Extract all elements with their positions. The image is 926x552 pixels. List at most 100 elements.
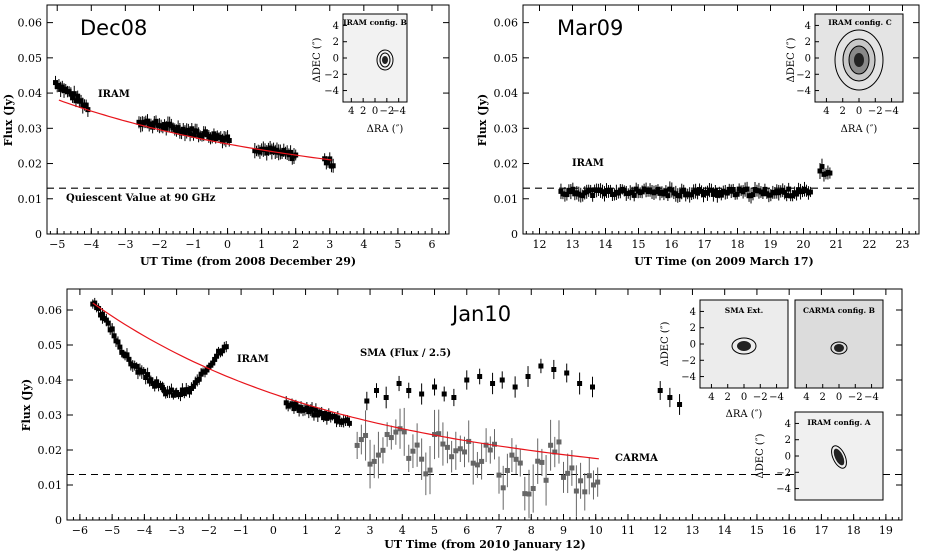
jan10-iram-point (150, 381, 156, 387)
x-tick-label: 10 (589, 524, 603, 537)
dec08-axis-ticks: −5 −4 −3 −2 −1 0 1 2 3 4 5 6 0 0.01 0.02 0.03 0.04 0.05 0.… (18, 5, 449, 251)
jan10-iram-point (204, 367, 210, 373)
inset-x-tick-label: 0 (741, 392, 747, 403)
inset-y-tick-label: 4 (785, 419, 791, 430)
dec08-iram-point (187, 131, 193, 137)
mar09-inset-contour (834, 29, 884, 91)
mar09-iram-point (621, 188, 627, 194)
mar09-iram-point (629, 189, 635, 195)
mar09-iram-point (699, 188, 705, 194)
jan10-iram-point (334, 418, 340, 424)
jan10-iram-point (187, 389, 193, 395)
dec08-iram-point (213, 136, 219, 142)
jan10-sma-point (406, 388, 412, 393)
jan10-fit-curve (92, 302, 599, 460)
inset-x-tick-label: 2 (820, 392, 826, 403)
jan10-iram-point (181, 390, 187, 396)
dec08-inset-frame (342, 13, 408, 103)
jan10-iram-point (190, 383, 196, 389)
jan10-iram-point (179, 387, 185, 393)
x-tick-label: 16 (782, 524, 796, 537)
jan10-carma-point (552, 449, 558, 455)
jan10-iram-point (117, 344, 123, 350)
dec08-iram-point (56, 83, 62, 89)
inset-y-tick-label: 0 (785, 452, 791, 463)
jan10-iram-point (295, 404, 301, 410)
jan10-sma-point (590, 384, 596, 390)
x-tick-label: 4 (360, 238, 367, 251)
x-tick-label: 0 (270, 524, 277, 537)
dec08-inset-contour (376, 49, 394, 71)
dec08-iram-point (194, 128, 200, 134)
x-tick-label: 4 (399, 524, 406, 537)
jan10-carma-point (444, 444, 450, 450)
y-tick-label: 0.02 (38, 444, 63, 457)
dec08-iram-point (78, 98, 84, 104)
dec08-iram-label: IRAM (98, 89, 130, 100)
jan10-sma-point (464, 377, 470, 383)
y-tick-label: 0.02 (18, 158, 43, 171)
x-tick-label: −4 (83, 238, 99, 251)
jan10-carma-point (474, 462, 480, 468)
jan10-sma-point (512, 384, 518, 390)
dec08-inset-title: IRAM config. B (343, 18, 407, 27)
dec08-iram-point (209, 134, 215, 140)
mar09-iram-point (704, 190, 710, 196)
dec08-iram-point (218, 134, 224, 140)
x-tick-label: −4 (136, 524, 152, 537)
jan10-iram-point (283, 400, 289, 406)
x-tick-label: 18 (847, 524, 861, 537)
mar09-iram-point (724, 190, 730, 196)
x-tick-label: 3 (326, 238, 333, 251)
x-tick-label: 19 (764, 238, 778, 251)
mar09-iram-point (819, 164, 825, 170)
sma-inset-xlabel: ΔRA (″) (726, 409, 763, 420)
dec08-iram-point (325, 160, 331, 166)
jan10-iram-point (304, 405, 310, 411)
jan10-sma-point (383, 395, 389, 400)
inset-x-tick-label: −2 (848, 392, 863, 403)
inset-x-tick-label: 2 (840, 106, 846, 117)
jan10-iram-point (168, 387, 174, 393)
jan10-axis-ticks: −6 −5 −4 −3 −2 −1 0 1 2 3 4 5 6 7 8 9 10 11 12 13 14 15 16 17 18… (38, 289, 902, 537)
jan10-sma-point (441, 391, 447, 397)
jan10-iram-point (126, 356, 132, 362)
dec08-iram-point (330, 163, 336, 169)
dec08-iram-point (83, 103, 89, 109)
jan10-iram-point (109, 326, 115, 332)
iram-a-inset-core (833, 448, 845, 466)
iram-a-inset-contour (831, 445, 847, 469)
jan10-iram-point (145, 372, 151, 378)
jan10-carma-point (590, 482, 596, 488)
dec08-iram-point (288, 149, 294, 155)
inset-y-tick-label: 4 (690, 307, 696, 318)
carma-inset-title: CARMA config. B (803, 306, 875, 315)
jan10-iram-point (103, 317, 109, 323)
dec08-iram-point (145, 118, 150, 124)
mar09-iram-point (669, 187, 675, 193)
mar09-iram-point (695, 190, 701, 196)
jan10-sma-point (538, 363, 544, 369)
mar09-iram-point (760, 191, 766, 197)
carma-inset-core (834, 344, 844, 352)
jan10-carma-point (504, 467, 510, 473)
jan10-carma-point (573, 488, 579, 494)
inset-y-tick-label: 4 (805, 21, 811, 32)
y-tick-label: 0.03 (38, 409, 63, 422)
inset-y-tick-label: −4 (796, 86, 811, 97)
inset-x-tick-label: 4 (803, 392, 809, 403)
jan10-carma-point (530, 485, 536, 491)
dec08-iram-point (190, 132, 196, 138)
jan10-carma-point (483, 442, 489, 448)
jan10-carma-point (371, 458, 377, 464)
jan10-iram-point (319, 411, 325, 417)
x-tick-label: 12 (653, 524, 667, 537)
sma-inset-title: SMA Ext. (725, 306, 763, 315)
dec08-data-points (53, 75, 336, 173)
mar09-iram-point (730, 186, 736, 192)
jan10-iram-point (313, 407, 319, 413)
jan10-iram-point (148, 377, 154, 383)
jan10-carma-point (569, 465, 575, 471)
mar09-iram-point (794, 191, 800, 197)
inset-x-tick-label: −4 (864, 392, 879, 403)
